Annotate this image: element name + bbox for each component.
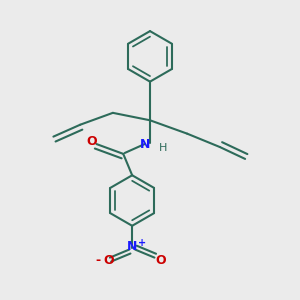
Text: O: O — [103, 254, 114, 267]
Text: N: N — [127, 240, 137, 253]
Text: N: N — [140, 138, 151, 151]
Text: O: O — [155, 254, 166, 267]
Text: O: O — [87, 135, 98, 148]
Text: +: + — [138, 238, 146, 248]
Text: -: - — [95, 254, 101, 267]
Text: H: H — [159, 143, 168, 153]
